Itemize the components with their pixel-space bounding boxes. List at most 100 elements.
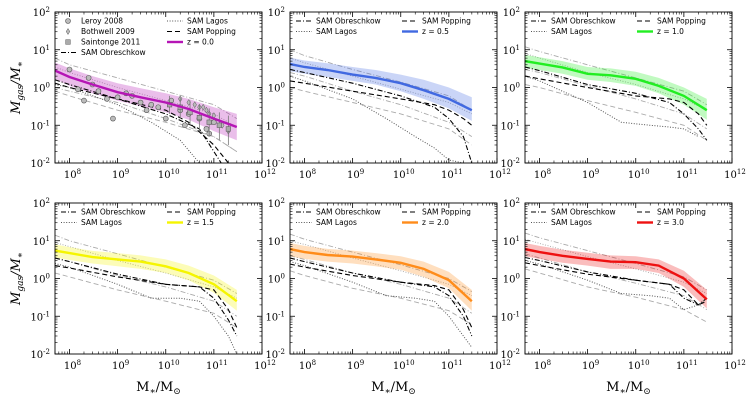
y-tick-label: 102	[503, 6, 520, 19]
gray-model-line	[55, 242, 237, 299]
gray-model-line	[290, 240, 473, 297]
scatter-band	[55, 244, 237, 311]
legend-label: z = 3.0	[657, 218, 684, 227]
leroy-point	[110, 115, 116, 122]
main-line	[290, 247, 473, 303]
y-tick-label: 10-1	[265, 310, 285, 323]
legend-label: SAM Popping	[422, 208, 471, 217]
legend-label: SAM Lagos	[551, 218, 592, 227]
x-tick-label: 1012	[724, 168, 746, 181]
y-tick-label: 101	[503, 44, 520, 57]
sam-popping-line	[55, 82, 229, 163]
sam-popping-line	[525, 75, 708, 126]
x-tick-label: 1010	[158, 168, 180, 181]
y-tick-label: 10-2	[500, 157, 520, 170]
sam-lagos-line	[290, 261, 473, 348]
plot-area	[525, 232, 708, 323]
x-tick-label: 109	[347, 359, 364, 372]
y-tick-label: 102	[33, 197, 50, 210]
y-tick-label: 10-2	[265, 348, 285, 361]
x-tick-label: 1010	[393, 168, 415, 181]
y-tick-label: 10-1	[500, 310, 520, 323]
legend-label: Saintonge 2011	[81, 38, 141, 47]
sam-lagos-line	[55, 263, 238, 354]
y-tick-label: 100	[268, 82, 285, 95]
main-line	[290, 62, 473, 112]
sam-popping-line	[290, 80, 473, 126]
scatter-band	[525, 243, 707, 309]
y-tick-label: 102	[268, 197, 285, 210]
gray-model-line	[290, 270, 473, 325]
y-tick-label: 10-1	[265, 119, 285, 132]
main-line	[525, 247, 708, 301]
x-tick-label: 1011	[441, 359, 463, 372]
gray-model-line	[525, 253, 708, 310]
legend-label: z = 1.5	[187, 218, 214, 227]
y-tick-label: 100	[503, 82, 520, 95]
legend-sample	[65, 28, 71, 35]
x-axis-label: M∗/M⊙	[606, 380, 651, 397]
leroy-point	[162, 115, 169, 122]
sam-obreschkow-line	[290, 257, 473, 337]
legend-label: SAM Lagos	[316, 218, 357, 227]
leroy-point	[155, 104, 162, 111]
legend-sample	[65, 18, 71, 24]
x-tick-label: 1012	[489, 359, 511, 372]
legend-label: z = 1.0	[657, 27, 684, 36]
y-tick-label: 10-2	[30, 157, 50, 170]
saintonge-point	[216, 122, 222, 128]
x-tick-label: 109	[112, 168, 129, 181]
x-axis-label: M∗/M⊙	[371, 380, 416, 397]
leroy-point	[81, 97, 87, 104]
legend-label: Bothwell 2009	[81, 27, 135, 36]
y-tick-label: 10-2	[30, 348, 50, 361]
x-tick-label: 1010	[628, 168, 650, 181]
bothwell-point	[201, 103, 206, 111]
x-tick-label: 1012	[489, 168, 511, 181]
gray-model-line	[290, 87, 473, 146]
x-tick-label: 1010	[158, 359, 180, 372]
panel-z=1.0: 108 109 1010 1011 1012 10-2 10-1 100 101 102 SAM O…	[500, 6, 745, 181]
x-tick-label: 1011	[676, 359, 698, 372]
plot-area	[290, 49, 473, 163]
legend-label: SAM Obreschkow	[81, 48, 146, 57]
gray-model-line	[525, 46, 708, 106]
legend-label: SAM Popping	[187, 27, 236, 36]
plot-area	[525, 46, 708, 141]
bothwell-point	[204, 106, 209, 114]
leroy-point	[203, 126, 210, 132]
legend-label: SAM Popping	[657, 17, 706, 26]
panel-z=0.5: 108 109 1010 1011 1012 10-2 10-1 100 101 102 SAM O…	[265, 6, 510, 181]
panel-z=1.5: 108 109 1010 1011 1012 10-2 10-1 100 101 102 SAM O…	[30, 197, 275, 372]
x-tick-label: 108	[299, 168, 316, 181]
legend-label: z = 0.5	[422, 27, 449, 36]
x-tick-label: 1012	[254, 359, 276, 372]
leroy-point	[85, 75, 92, 81]
legend-label: SAM Obreschkow	[81, 208, 146, 217]
x-tick-label: 1011	[206, 359, 228, 372]
x-tick-label: 108	[534, 168, 551, 181]
legend-label: SAM Popping	[657, 208, 706, 217]
y-tick-label: 102	[33, 6, 50, 19]
legend-label: SAM Obreschkow	[551, 208, 616, 217]
x-tick-label: 1010	[628, 359, 650, 372]
gray-model-line	[55, 234, 238, 294]
saintonge-point	[225, 126, 231, 132]
gray-model-line	[525, 52, 707, 111]
sam-popping-line	[55, 265, 238, 328]
plot-area	[290, 233, 473, 348]
gray-model-line	[525, 69, 708, 130]
leroy-point	[211, 119, 217, 126]
legend-label: SAM Obreschkow	[551, 17, 616, 26]
leroy-point	[104, 96, 110, 102]
gray-model-line	[55, 272, 238, 328]
x-axis-label: M∗/M⊙	[136, 380, 181, 397]
legend-label: SAM Popping	[187, 208, 236, 217]
x-tick-label: 1012	[254, 168, 276, 181]
leroy-point	[95, 88, 102, 94]
